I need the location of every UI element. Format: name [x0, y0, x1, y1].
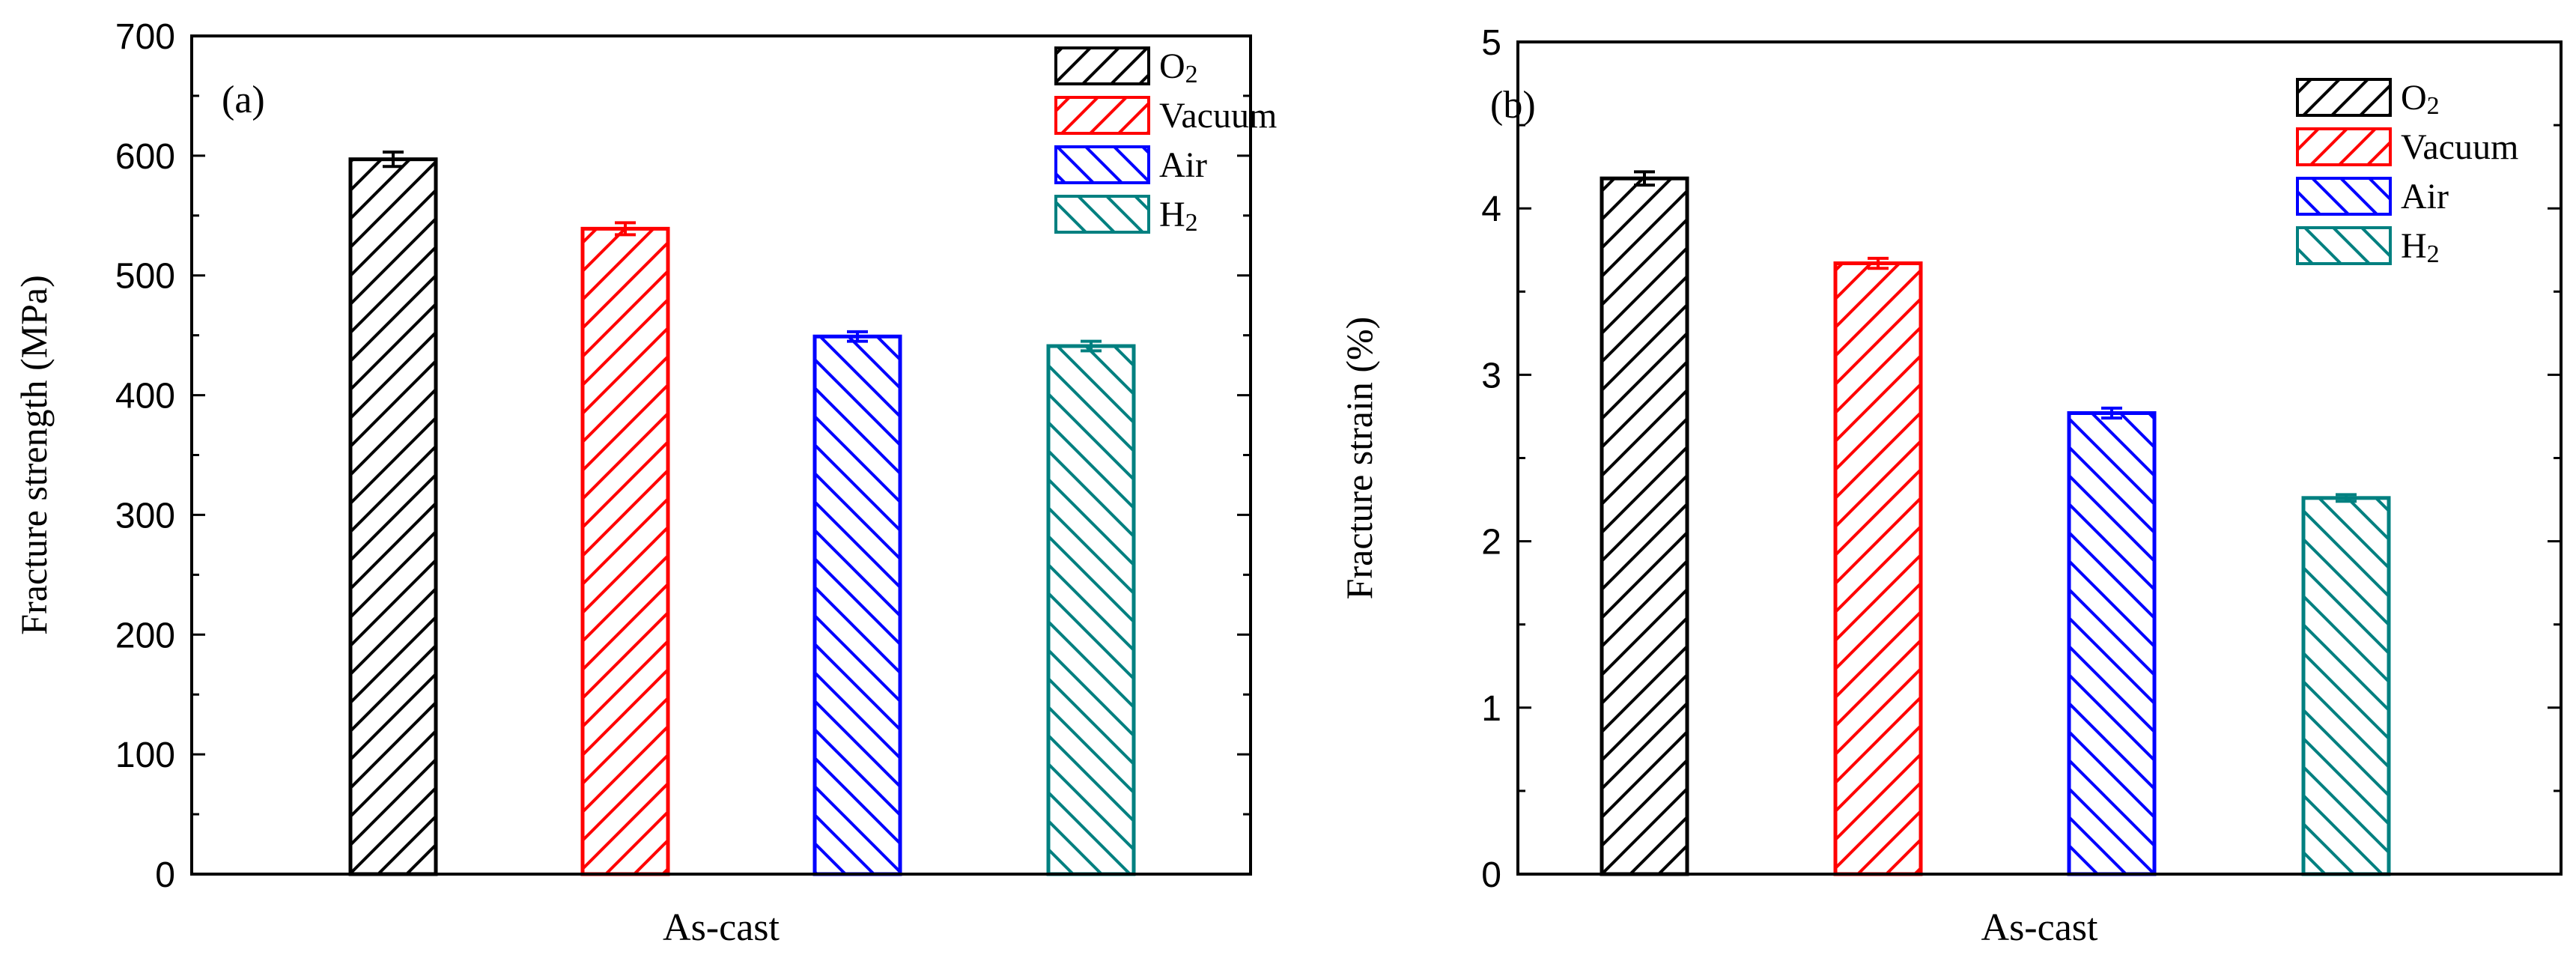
panel-a: 0 100 200 300 400 500 600 700 (a) As-cast Fracture…: [13, 17, 1277, 949]
legend-swatch: [2296, 127, 2392, 166]
legend-label-subscript: 2: [1185, 61, 1198, 88]
legend-label: H2: [2401, 226, 2440, 268]
bar: [2301, 496, 2391, 876]
legend-swatch: [1054, 46, 1150, 85]
legend-swatch: [1054, 96, 1150, 135]
y-axis-label: Fracture strength (MPa): [13, 275, 55, 634]
legend-swatch: [1054, 145, 1150, 184]
x-axis-label: As-cast: [1981, 906, 2099, 949]
y-tick-label: 600: [115, 137, 175, 177]
legend-label-subscript: 2: [2427, 92, 2440, 120]
bar: [348, 157, 438, 876]
panel-label: (a): [222, 79, 265, 121]
legend-label-text: H: [2401, 226, 2427, 266]
plot-frame: [190, 34, 1252, 876]
bar: [1600, 176, 1689, 876]
legend-swatch: [1054, 195, 1150, 234]
legend-swatch: [2296, 78, 2392, 117]
y-tick-label: 0: [1481, 855, 1501, 895]
bar: [812, 334, 902, 876]
y-tick-label: 100: [115, 736, 175, 775]
bar: [580, 226, 670, 876]
y-tick-label: 400: [115, 377, 175, 416]
legend-swatch: [2296, 226, 2392, 265]
bar: [1046, 344, 1136, 876]
panel-label: (b): [1490, 84, 1536, 127]
y-tick-label: 700: [115, 17, 175, 57]
y-tick-label: 0: [155, 855, 175, 895]
legend-swatch: [2296, 177, 2392, 216]
y-axis-label: Fracture strain (%): [1338, 317, 1380, 600]
legend-label: H2: [1159, 195, 1198, 237]
y-tick-label: 4: [1481, 190, 1501, 229]
y-tick-label: 2: [1481, 523, 1501, 563]
legend-label-text: Vacuum: [1159, 96, 1277, 136]
y-tick-label: 3: [1481, 356, 1501, 395]
legend-label-subscript: 2: [2427, 240, 2440, 268]
legend-label: Air: [2401, 177, 2449, 216]
legend-label-text: O: [1159, 46, 1185, 86]
legend-label-text: Vacuum: [2401, 127, 2518, 167]
bar: [1833, 261, 1923, 876]
legend-label-text: H: [1159, 195, 1185, 234]
legend-label-text: O: [2401, 78, 2427, 118]
y-tick-label: 5: [1481, 23, 1501, 63]
legend-label-text: Air: [1159, 145, 1207, 185]
y-tick-label: 1: [1481, 689, 1501, 729]
y-tick-label: 300: [115, 496, 175, 536]
legend-label: Vacuum: [1159, 96, 1277, 136]
bar: [2067, 411, 2157, 876]
y-tick-label: 500: [115, 257, 175, 297]
plot-frame: [1516, 40, 2563, 876]
y-tick-label: 200: [115, 616, 175, 655]
legend-label: Vacuum: [2401, 127, 2518, 167]
legend-label: O2: [1159, 46, 1198, 88]
legend-label-text: Air: [2401, 177, 2449, 216]
legend-label: O2: [2401, 78, 2440, 120]
legend-label-subscript: 2: [1185, 209, 1198, 237]
x-axis-label: As-cast: [663, 906, 780, 949]
legend-label: Air: [1159, 145, 1207, 185]
